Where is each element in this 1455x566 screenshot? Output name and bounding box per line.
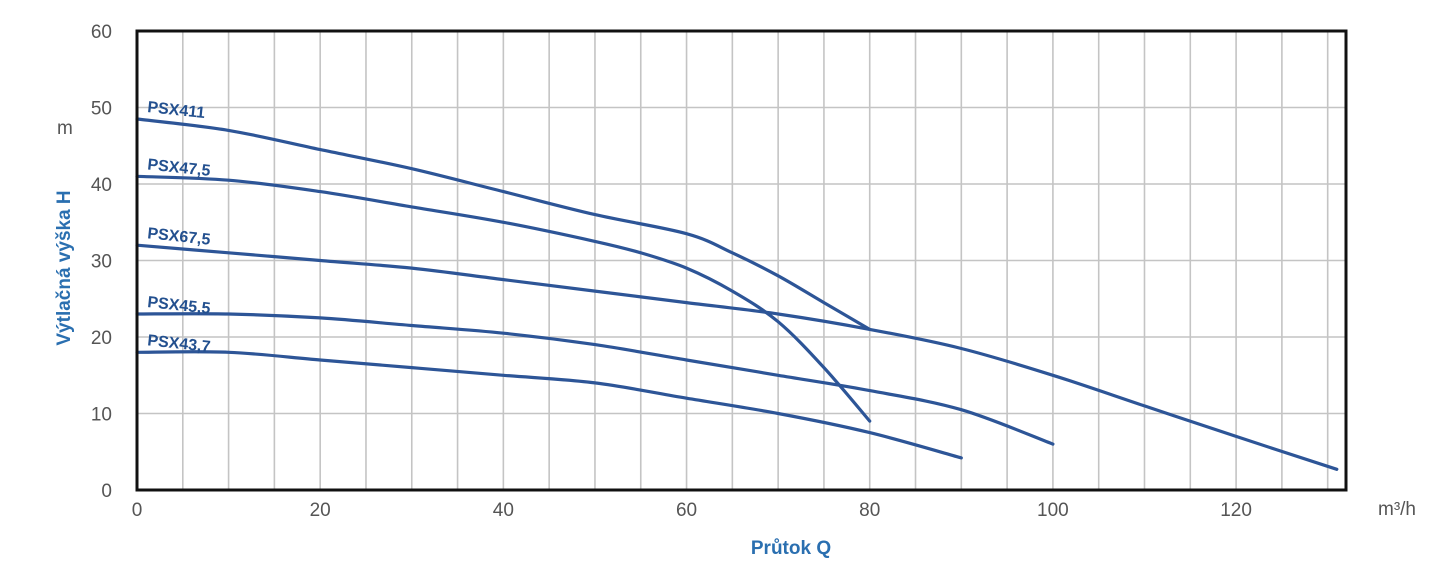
series-line-psx47-5 bbox=[135, 174, 872, 423]
x-tick-label: 0 bbox=[132, 500, 143, 521]
y-tick-label: 60 bbox=[91, 22, 112, 43]
y-tick-label: 50 bbox=[91, 99, 112, 120]
x-tick-label: 120 bbox=[1220, 500, 1252, 521]
series-label-psx411: PSX411 bbox=[147, 99, 206, 122]
x-tick-label: 40 bbox=[493, 500, 514, 521]
series-labels: PSX411 PSX47,5 PSX67,5 PSX45,5 PSX43,7 bbox=[147, 99, 212, 356]
x-tick-label: 20 bbox=[310, 500, 331, 521]
series-label-psx45-5: PSX45,5 bbox=[147, 294, 212, 318]
x-tick-label: 60 bbox=[676, 500, 697, 521]
x-tick-label: 100 bbox=[1037, 500, 1069, 521]
x-unit-label: m³/h bbox=[1378, 499, 1416, 520]
y-axis-ticks: 0 10 20 30 40 50 60 bbox=[91, 22, 112, 502]
y-tick-label: 0 bbox=[101, 481, 112, 502]
y-tick-label: 10 bbox=[91, 405, 112, 426]
series-lines bbox=[135, 117, 1339, 471]
x-axis-ticks: 0 20 40 60 80 100 120 bbox=[132, 500, 1252, 521]
series-label-psx43-7: PSX43,7 bbox=[147, 332, 212, 356]
y-tick-label: 40 bbox=[91, 175, 112, 196]
x-tick-label: 80 bbox=[859, 500, 880, 521]
plot-frame bbox=[135, 29, 1348, 492]
y-unit-label: m bbox=[57, 118, 73, 139]
y-tick-label: 30 bbox=[91, 252, 112, 273]
series-line-psx411 bbox=[135, 117, 872, 331]
x-axis-title: Průtok Q bbox=[751, 538, 831, 559]
series-label-psx47-5: PSX47,5 bbox=[147, 156, 212, 180]
series-line-psx67-5 bbox=[135, 243, 1339, 471]
series-label-psx67-5: PSX67,5 bbox=[147, 225, 212, 249]
series-line-psx45-5 bbox=[135, 312, 1055, 446]
series-line-psx43-7 bbox=[135, 350, 963, 460]
y-tick-label: 20 bbox=[91, 328, 112, 349]
y-axis-title: Výtlačná výška H bbox=[54, 190, 75, 345]
